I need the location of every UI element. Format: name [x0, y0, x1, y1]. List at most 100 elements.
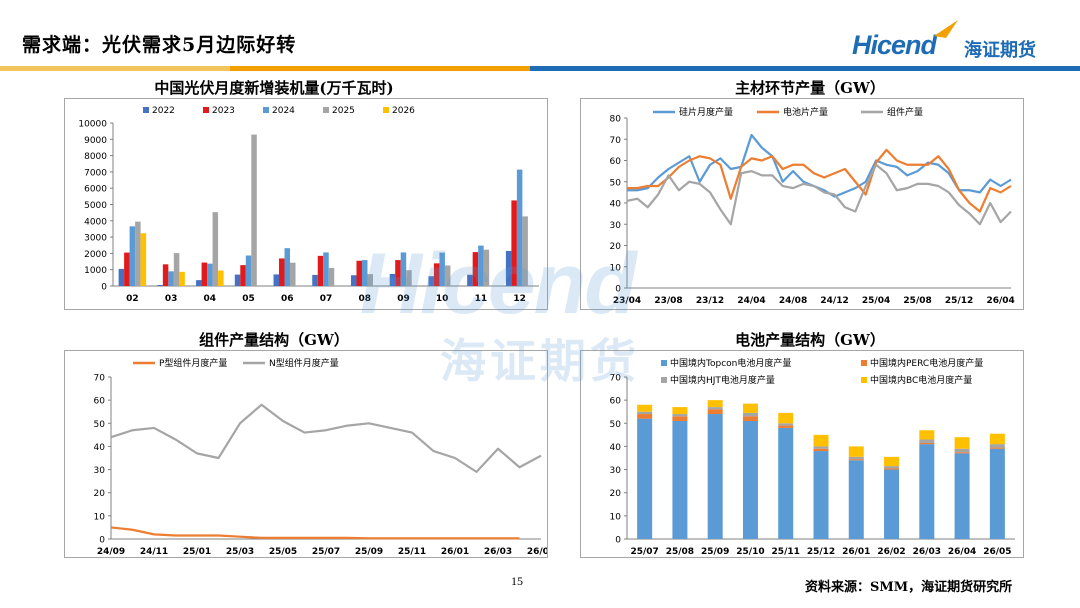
chart2-x-tick-label: 26/04 — [986, 296, 1014, 306]
chart4-legend-swatch — [861, 377, 867, 383]
chart1-bar — [317, 255, 324, 286]
chart4-bar-segment — [707, 407, 723, 410]
chart2-y-tick-label: 60 — [610, 157, 622, 167]
chart4-y-tick-label: 0 — [615, 536, 621, 546]
chart4-y-tick-label: 10 — [610, 512, 622, 522]
chart3-x-tick-label: 25/09 — [355, 547, 383, 557]
chart2-x-tick-label: 24/12 — [820, 296, 848, 306]
chart4-bar-segment — [813, 434, 829, 447]
chart1-bar — [201, 262, 208, 286]
chart1-x-tick-label: 04 — [204, 294, 217, 304]
chart2-series-line — [627, 133, 1012, 198]
chart1-y-tick-label: 9000 — [84, 136, 107, 146]
chart1-bar — [162, 264, 169, 286]
chart2-y-tick-label: 50 — [610, 178, 622, 188]
chart1-x-tick-label: 03 — [165, 294, 178, 304]
page-number: 15 — [511, 574, 523, 588]
chart1-bar — [284, 248, 291, 286]
chart3-x-tick-label: 25/07 — [312, 547, 340, 557]
chart1-legend-label: 2023 — [212, 106, 235, 116]
chart1-bar — [439, 252, 445, 286]
chart1-x-tick-label: 11 — [475, 294, 488, 304]
chart4-y-tick-label: 50 — [610, 420, 622, 430]
chart4-bar-segment — [884, 466, 900, 469]
chart1-legend-swatch — [383, 107, 389, 113]
chart1-bar — [400, 252, 407, 286]
chart1-legend-swatch — [263, 107, 269, 113]
chart3-title: 组件产量结构（GW） — [199, 331, 349, 349]
chart4-x-tick-label: 25/11 — [772, 547, 800, 557]
chart4-bar-segment — [672, 414, 688, 417]
chart2-legend-label: 电池片产量 — [783, 106, 828, 118]
chart4-x-tick-label: 25/09 — [701, 547, 729, 557]
chart1-bar — [118, 268, 125, 286]
chart3-series-line — [110, 403, 542, 473]
chart1-bar — [245, 255, 252, 286]
chart1-panel: 0 1000 2000 3000 4000 5000 6000 7000 8000 9000 100… — [64, 98, 548, 310]
source-note: 资料来源：SMM，海证期货研究所 — [805, 580, 1013, 595]
chart4-bar-segment — [637, 414, 653, 419]
chart1-x-tick-label: 05 — [242, 294, 255, 304]
chart4-bar-segment — [742, 416, 758, 421]
chart1-y-tick-label: 1000 — [84, 266, 107, 276]
chart3-x-tick-label: 25/03 — [226, 547, 254, 557]
chart3-y-tick-label: 20 — [94, 489, 106, 499]
chart3-legend-label: P型组件月度产量 — [159, 357, 227, 369]
chart1-bar — [444, 265, 451, 286]
chart1-y-tick-label: 3000 — [84, 234, 107, 244]
chart1-x-tick-label: 07 — [320, 294, 333, 304]
chart3-x-tick-label: 26/05 — [527, 547, 547, 557]
chart4-x-tick-label: 25/12 — [807, 547, 835, 557]
chart1-bar — [478, 245, 484, 286]
chart2-x-tick-label: 25/08 — [903, 296, 931, 306]
chart4-bar-segment — [742, 403, 758, 413]
chart1-bar — [395, 260, 401, 286]
chart2-series-line — [627, 148, 1012, 213]
chart3-x-tick-label: 25/11 — [398, 547, 426, 557]
chart1-y-tick-label: 6000 — [84, 185, 107, 195]
chart1-bar — [428, 276, 434, 286]
chart4-x-tick-label: 25/07 — [630, 547, 658, 557]
chart2-y-tick-label: 20 — [610, 242, 622, 252]
chart4-bar-segment — [672, 407, 688, 415]
chart4-x-tick-label: 25/08 — [666, 547, 694, 557]
chart1-bar — [218, 270, 224, 286]
chart1-legend-label: 2025 — [332, 106, 355, 116]
chart3-x-tick-label: 25/05 — [269, 547, 297, 557]
logo-cn-text: 海证期货 — [964, 40, 1036, 61]
chart2-y-tick-label: 80 — [610, 115, 622, 125]
chart4-bar-segment — [954, 448, 970, 453]
chart3-y-tick-label: 70 — [94, 374, 106, 384]
chart4-bar-segment — [848, 459, 864, 461]
chart4-bar-segment — [778, 412, 794, 424]
chart4-panel: 0 10 20 30 40 50 60 70 中国境内Topcon电池月度产量 中国境内PERC电… — [580, 350, 1024, 558]
chart4-x-tick-label: 25/10 — [736, 547, 764, 557]
chart1-bar — [140, 233, 147, 286]
chart4-bar-segment — [672, 416, 688, 421]
header-bar-blue — [530, 66, 1080, 71]
chart4-y-tick-label: 30 — [610, 466, 622, 476]
chart2-legend-label: 硅片月度产量 — [679, 106, 733, 118]
chart3-y-tick-label: 10 — [94, 512, 106, 522]
chart4-bar-segment — [884, 456, 900, 467]
chart4-x-tick-label: 26/05 — [983, 547, 1011, 557]
chart1-bar — [323, 252, 329, 286]
chart1-bar — [124, 252, 130, 286]
chart2-x-tick-label: 24/08 — [779, 296, 807, 306]
chart1-x-tick-label: 10 — [436, 294, 449, 304]
chart4-bar-segment — [742, 420, 758, 539]
chart4-legend-swatch — [661, 360, 667, 366]
chart4-bar-segment — [637, 411, 653, 415]
chart1-bar — [483, 249, 490, 286]
chart4-bar-segment — [919, 444, 935, 539]
chart2-x-tick-label: 25/04 — [862, 296, 890, 306]
chart1-y-tick-label: 4000 — [84, 217, 107, 227]
chart2-x-tick-label: 23/08 — [654, 296, 682, 306]
chart1-bar — [361, 260, 368, 286]
chart3-panel: 0 10 20 30 40 50 60 70 P型组件月度产量 N型组件月度产量 24/09 24/1… — [64, 350, 548, 558]
chart1-x-tick-label: 12 — [513, 294, 526, 304]
chart4-svg: 0 10 20 30 40 50 60 70 中国境内Topcon电池月度产量 中国境内PERC电… — [610, 357, 1015, 557]
header-bar-orange — [230, 66, 530, 71]
chart1-bar — [273, 274, 280, 286]
chart4-bar-segment — [989, 444, 1005, 448]
